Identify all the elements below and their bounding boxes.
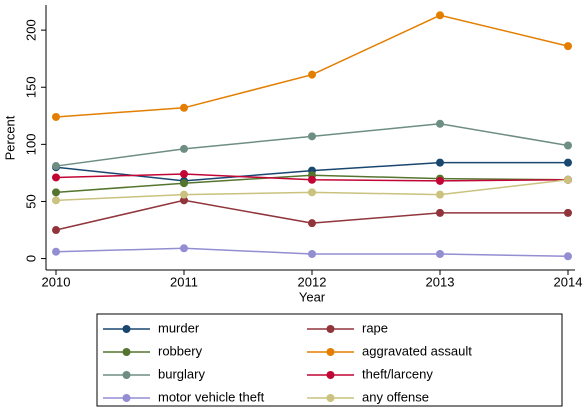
legend-label: any offense [362,389,429,404]
data-point [52,112,60,121]
data-point [180,170,188,179]
legend-label: robbery [158,343,203,358]
data-point [52,226,60,235]
y-tick-label: 100 [23,134,38,156]
data-point [564,175,572,184]
data-point [436,11,444,20]
data-point [308,175,316,184]
data-point [52,162,60,171]
x-tick-label: 2011 [170,274,198,289]
legend-marker [122,371,131,379]
legend-label: burglary [158,366,205,381]
data-point [564,42,572,51]
data-point [308,250,316,259]
legend-marker [122,325,131,333]
y-tick-label: 150 [23,76,38,98]
data-point [308,132,316,141]
data-point [52,188,60,197]
data-point [436,119,444,128]
y-tick-label: 50 [23,194,38,208]
x-tick-label: 2010 [42,274,71,289]
data-point [564,141,572,150]
data-point [180,196,188,205]
y-tick-label: 0 [23,255,38,262]
data-point [564,252,572,261]
data-point [308,188,316,197]
legend-label: aggravated assault [362,343,472,358]
legend-marker [122,348,131,356]
legend-marker [326,325,335,333]
data-point [52,173,60,182]
data-point [52,196,60,205]
data-point [436,190,444,199]
legend-marker [326,371,335,379]
legend-marker [326,348,335,356]
data-point [180,144,188,153]
legend-marker [326,394,335,402]
legend-label: motor vehicle theft [158,389,265,404]
data-point [180,190,188,199]
data-point [436,158,444,167]
legend-label: murder [158,320,200,335]
data-point [308,70,316,79]
y-axis-label: Percent [2,115,17,160]
legend-label: theft/larceny [362,366,433,381]
data-point [564,158,572,167]
x-tick-label: 2012 [298,274,327,289]
data-point [564,208,572,217]
data-point [180,179,188,188]
x-axis-label: Year [299,289,326,304]
data-point [180,103,188,112]
y-tick-label: 200 [23,19,38,41]
x-tick-label: 2013 [426,274,455,289]
x-tick-label: 2014 [554,274,583,289]
data-point [52,247,60,256]
legend-marker [122,394,131,402]
data-point [180,244,188,253]
legend-label: rape [362,320,388,335]
data-point [308,219,316,228]
data-point [436,208,444,217]
data-point [436,176,444,185]
data-point [436,250,444,259]
